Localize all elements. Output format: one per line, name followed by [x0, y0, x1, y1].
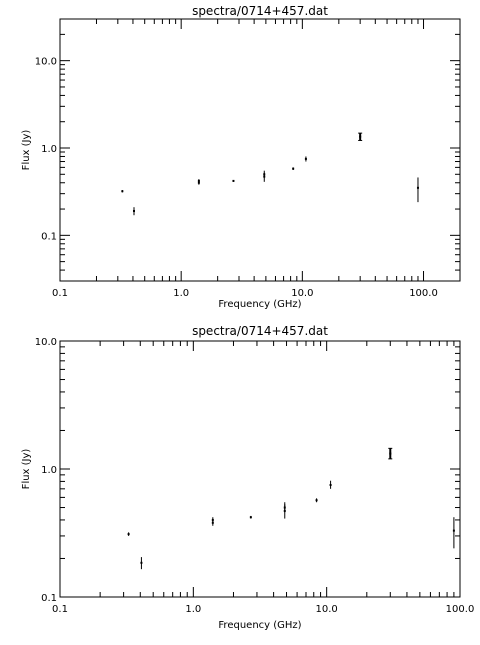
lower-data-point: [249, 515, 252, 519]
lower-x-axis-label: Frequency (GHz): [218, 620, 301, 631]
upper-point-marker: [359, 135, 362, 138]
lower-plot-title: spectra/0714+457.dat: [192, 324, 328, 338]
upper-spectrum-plot: spectra/0714+457.dat 0.1 1.0 10.0 100.0 0.1…: [21, 4, 461, 310]
upper-y-tick-label: 1.0: [41, 144, 57, 155]
upper-data-point: [132, 207, 135, 216]
upper-point-marker: [292, 167, 295, 170]
lower-y-tick-label: 1.0: [41, 465, 57, 476]
lower-point-marker: [452, 529, 455, 532]
lower-data-point: [388, 447, 393, 460]
upper-x-tick-label: 0.1: [52, 288, 68, 299]
lower-point-marker: [329, 483, 332, 486]
upper-x-axis-label: Frequency (GHz): [218, 299, 301, 310]
upper-y-tick-label: 10.0: [35, 57, 57, 68]
lower-y-tick-label: 0.1: [41, 593, 57, 604]
lower-data-point: [315, 498, 318, 503]
upper-data-point: [197, 179, 200, 183]
lower-x-tick-label: 1.0: [185, 604, 201, 615]
lower-point-marker: [389, 452, 392, 455]
lower-x-tick-label: 10.0: [316, 604, 338, 615]
upper-plot-title: spectra/0714+457.dat: [192, 4, 328, 18]
lower-x-tick-labels: 0.1 1.0 10.0 100.0: [52, 604, 474, 615]
lower-plot-ticks: [59, 340, 461, 598]
lower-point-marker: [211, 518, 214, 521]
upper-data-point: [263, 170, 266, 178]
upper-data-point: [304, 156, 307, 162]
lower-data-point: [452, 517, 455, 549]
upper-point-marker: [197, 179, 200, 182]
upper-point-marker: [304, 157, 307, 160]
upper-data-point: [416, 177, 419, 203]
upper-point-marker: [263, 173, 266, 176]
upper-y-tick-label: 0.1: [41, 231, 57, 242]
lower-data-point: [283, 502, 286, 513]
lower-y-tick-labels: 0.1 1.0 10.0: [35, 337, 57, 604]
upper-data-point: [292, 167, 295, 170]
upper-point-marker: [121, 190, 124, 193]
upper-point-marker: [132, 209, 135, 212]
lower-data-point: [211, 517, 214, 523]
lower-point-marker: [283, 506, 286, 509]
lower-data-points: [127, 447, 455, 570]
upper-x-tick-label: 10.0: [291, 288, 313, 299]
upper-plot-frame: [59, 18, 461, 282]
lower-point-marker: [140, 561, 143, 564]
upper-point-marker: [232, 179, 235, 182]
lower-y-axis-label: Flux (Jy): [21, 449, 32, 490]
lower-point-marker: [249, 516, 252, 519]
lower-spectrum-plot: spectra/0714+457.dat 0.1 1.0 10.0 100.0 0.1…: [21, 324, 474, 631]
upper-x-tick-label: 1.0: [173, 288, 189, 299]
upper-y-axis-label: Flux (Jy): [21, 130, 32, 171]
upper-point-marker: [416, 186, 419, 189]
lower-plot-frame: [59, 340, 461, 598]
lower-data-point: [140, 557, 143, 570]
upper-data-point: [121, 190, 124, 193]
lower-data-point: [329, 480, 332, 489]
lower-point-marker: [127, 533, 130, 536]
upper-x-tick-labels: 0.1 1.0 10.0 100.0: [52, 288, 438, 299]
upper-data-point: [358, 132, 363, 141]
lower-x-tick-label: 100.0: [446, 604, 475, 615]
upper-data-points: [121, 132, 419, 216]
lower-data-point: [127, 532, 130, 536]
upper-data-point: [232, 179, 235, 182]
upper-y-tick-labels: 0.1 1.0 10.0: [35, 57, 57, 243]
upper-plot-ticks: [59, 18, 461, 282]
lower-x-tick-label: 0.1: [52, 604, 68, 615]
lower-y-tick-label: 10.0: [35, 337, 57, 348]
lower-point-marker: [315, 499, 318, 502]
upper-x-tick-label: 100.0: [409, 288, 438, 299]
